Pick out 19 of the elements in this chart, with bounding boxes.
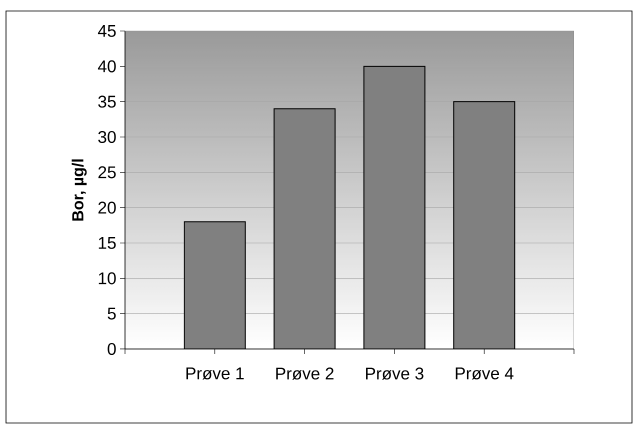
y-tick-label: 30 <box>98 130 116 144</box>
y-tick-label: 45 <box>98 25 116 37</box>
y-tick-label: 20 <box>98 202 116 214</box>
x-tick-label: Prøve 4 <box>456 368 514 380</box>
y-tick-label: 40 <box>98 60 116 72</box>
y-tick-label: 0 <box>108 342 116 356</box>
bar <box>274 108 336 349</box>
y-tick-label: 5 <box>108 308 116 320</box>
bar <box>453 101 516 349</box>
x-tick-label: Prøve 1 <box>186 368 244 380</box>
x-tick-label: Prøve 2 <box>276 368 334 380</box>
x-tick-label: Prøve 3 <box>366 368 424 380</box>
y-tick-label: 35 <box>98 96 116 108</box>
y-tick-label: 15 <box>98 237 116 249</box>
y-tick-label: 25 <box>98 166 116 178</box>
bar <box>184 221 246 349</box>
y-tick-label: 10 <box>98 272 116 284</box>
bar <box>363 66 426 349</box>
y-axis-title: Bor, µg/l <box>72 159 87 221</box>
